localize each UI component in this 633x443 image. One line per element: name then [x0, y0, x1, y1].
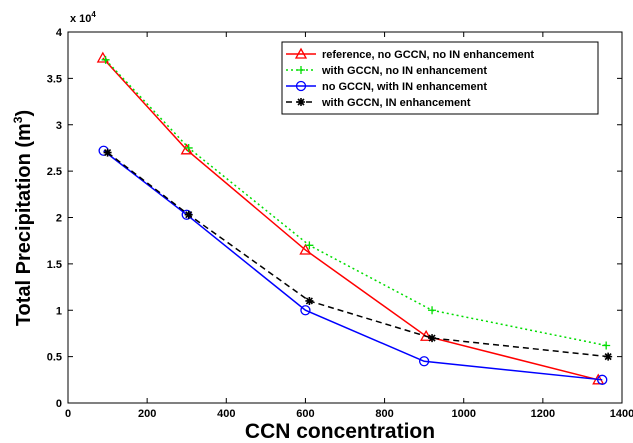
marker: [604, 352, 613, 361]
legend-label: with GCCN, no IN enhancement: [321, 65, 487, 77]
marker: [305, 241, 314, 250]
y-tick-label: 0.5: [47, 352, 62, 364]
x-axis-title: CCN concentration: [245, 420, 435, 443]
series-line: [102, 57, 599, 381]
series-line: [107, 151, 609, 358]
marker: [602, 341, 611, 350]
marker: [103, 148, 112, 157]
x-tick-label: 200: [138, 408, 156, 420]
marker: [299, 243, 312, 255]
marker: [305, 296, 314, 305]
x-tick-label: 400: [217, 408, 235, 420]
marker: [184, 210, 193, 219]
legend-box: [281, 41, 599, 115]
marker: [428, 306, 437, 315]
y-tick-label: 0: [56, 398, 62, 410]
x-tick-label: 800: [375, 408, 393, 420]
y-axis-title-sup: 3: [11, 116, 25, 123]
marker: [101, 55, 110, 64]
marker: [295, 80, 307, 92]
x-tick-label: 600: [296, 408, 314, 420]
y-tick-label: 2.5: [47, 166, 62, 178]
x-tick-label: 1400: [610, 408, 633, 420]
series-line: [103, 150, 603, 381]
y-tick-label: 1.5: [47, 259, 62, 271]
y-tick-label: 3: [56, 120, 62, 132]
y-tick-label: 3.5: [47, 73, 62, 85]
marker: [418, 356, 430, 367]
marker: [297, 98, 305, 106]
x-tick-label: 0: [65, 408, 71, 420]
legend-label: no GCCN, with IN enhancement: [322, 81, 487, 93]
marker: [184, 143, 193, 152]
y-axis-title: Total Precipitation (m3): [11, 110, 35, 326]
y-tick-label: 4: [56, 27, 63, 39]
marker: [428, 334, 437, 343]
x-tick-label: 1000: [451, 408, 475, 420]
legend-label: reference, no GCCN, no IN enhancement: [322, 49, 534, 61]
y-axis-title-end: ): [13, 110, 35, 117]
y-scale-label: x 10: [70, 13, 91, 25]
marker: [297, 66, 305, 74]
x-tick-label: 1200: [531, 408, 555, 420]
y-axis-title-main: Total Precipitation (m: [13, 123, 35, 326]
marker: [597, 374, 608, 385]
y-scale-exponent: 4: [91, 10, 96, 19]
y-tick-label: 2: [56, 213, 62, 225]
marker: [300, 305, 311, 316]
marker: [294, 47, 308, 59]
y-tick-label: 1: [56, 305, 62, 317]
legend-label: with GCCN, IN enhancement: [321, 97, 471, 109]
y-scale: x 104: [70, 10, 96, 25]
